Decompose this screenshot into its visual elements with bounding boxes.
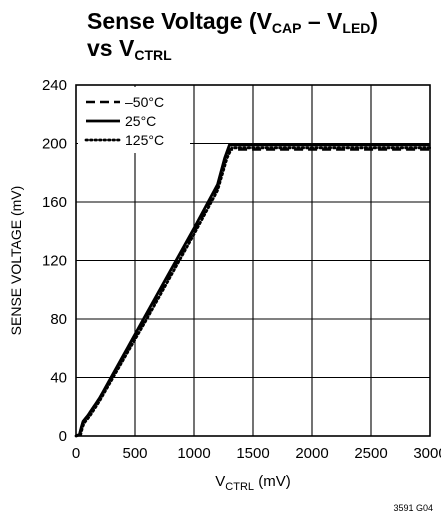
x-tick-label: 2500 — [354, 445, 387, 462]
y-tick-label: 240 — [42, 77, 67, 94]
chart-title-line1: Sense Voltage (VCAP – VLED) — [87, 8, 379, 36]
title-sub-cap: CAP — [271, 20, 302, 36]
x-tick-label: 1000 — [177, 445, 210, 462]
y-tick-label: 80 — [50, 311, 67, 328]
legend: –50°C 25°C 125°C — [78, 87, 190, 153]
x-axis-label-unit: (mV) — [254, 473, 291, 490]
x-tick-label: 2000 — [295, 445, 328, 462]
series-lines — [74, 143, 432, 438]
y-tick-label: 0 — [59, 428, 67, 445]
title-sub-led: LED — [342, 20, 371, 36]
title-text-2: – V — [301, 8, 343, 34]
title-text-1: Sense Voltage (V — [87, 8, 272, 34]
series-line — [74, 146, 432, 438]
y-axis-label: SENSE VOLTAGE (mV) — [8, 186, 24, 336]
plot-frame — [75, 84, 431, 437]
title-text-4: vs V — [87, 35, 135, 61]
legend-label: 125°C — [125, 132, 164, 148]
chart-title-line2: vs VCTRL — [87, 35, 172, 63]
grid — [76, 85, 430, 436]
y-tick-label: 40 — [50, 370, 67, 387]
figure-id: 3591 G04 — [393, 503, 433, 513]
x-axis-label-sub: CTRL — [225, 481, 254, 493]
x-axis-label-main: V — [215, 473, 225, 490]
x-axis-label: VCTRL (mV) — [215, 473, 290, 493]
y-tick-label: 200 — [42, 136, 67, 153]
x-tick-label: 0 — [72, 445, 80, 462]
y-tick-label: 160 — [42, 194, 67, 211]
legend-label: –50°C — [125, 94, 164, 110]
legend-label: 25°C — [125, 113, 156, 129]
title-sub-ctrl: CTRL — [134, 47, 172, 63]
y-tick-label: 120 — [42, 253, 67, 270]
x-tick-label: 1500 — [236, 445, 269, 462]
title-text-3: ) — [370, 8, 379, 34]
x-tick-label: 500 — [122, 445, 147, 462]
